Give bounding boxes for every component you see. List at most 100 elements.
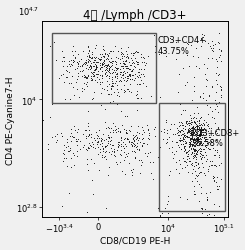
Point [198, 139, 202, 143]
Point [94, 64, 98, 68]
Point [133, 73, 137, 77]
Point [60, 49, 64, 53]
Point [102, 155, 106, 159]
Point [112, 90, 116, 94]
Point [193, 130, 196, 134]
Point [217, 72, 221, 76]
Point [189, 128, 193, 132]
Point [74, 128, 77, 132]
Point [84, 61, 87, 65]
Point [188, 131, 192, 135]
Point [167, 146, 171, 150]
Point [209, 126, 213, 130]
Point [170, 145, 174, 149]
Point [126, 152, 130, 156]
Point [137, 74, 141, 78]
Point [195, 105, 199, 109]
Point [187, 127, 191, 131]
Point [199, 116, 203, 120]
Point [148, 160, 152, 164]
Point [184, 121, 188, 125]
Point [217, 48, 221, 52]
Point [201, 153, 205, 157]
Point [197, 122, 201, 126]
Point [118, 73, 122, 77]
Point [192, 120, 196, 124]
Point [136, 96, 140, 100]
Point [128, 77, 132, 81]
Point [128, 61, 132, 65]
Point [141, 128, 145, 132]
Point [194, 124, 198, 128]
Point [196, 111, 200, 115]
Point [114, 80, 118, 84]
Point [117, 126, 121, 130]
Point [121, 67, 125, 71]
Point [93, 78, 97, 82]
Point [123, 130, 127, 134]
Point [86, 46, 90, 50]
Point [84, 136, 88, 140]
Point [50, 102, 54, 106]
Point [105, 74, 109, 78]
Point [122, 90, 126, 94]
Point [135, 145, 139, 149]
Point [100, 63, 104, 67]
Point [214, 129, 218, 133]
Point [147, 128, 150, 132]
Point [215, 148, 219, 152]
Point [141, 137, 145, 141]
Point [123, 172, 127, 176]
Point [113, 66, 117, 70]
Point [197, 182, 201, 186]
Point [213, 42, 217, 46]
Point [194, 160, 198, 164]
Point [193, 132, 197, 136]
Point [182, 145, 186, 149]
Point [192, 90, 196, 94]
Point [197, 118, 201, 122]
Point [125, 55, 129, 59]
Point [86, 58, 90, 62]
Point [204, 78, 208, 82]
Point [213, 107, 217, 111]
Point [119, 65, 123, 69]
Point [196, 134, 199, 138]
Point [109, 61, 113, 65]
Point [124, 66, 128, 70]
Point [93, 68, 97, 72]
Point [195, 135, 199, 139]
Point [181, 136, 184, 140]
Point [134, 156, 137, 160]
Point [111, 143, 115, 147]
Point [117, 145, 121, 149]
Point [115, 74, 119, 78]
Point [130, 170, 134, 174]
Point [192, 148, 196, 152]
Point [91, 97, 95, 101]
Point [123, 60, 127, 64]
Point [69, 165, 73, 169]
Point [91, 71, 95, 75]
Point [198, 141, 202, 145]
Point [187, 126, 191, 130]
Point [82, 143, 86, 147]
Point [109, 127, 112, 131]
Point [113, 154, 117, 158]
Point [183, 144, 187, 148]
Point [116, 57, 120, 61]
Point [190, 144, 194, 148]
Point [178, 129, 182, 133]
Point [214, 78, 218, 82]
Point [60, 60, 64, 64]
Point [141, 56, 145, 60]
Point [215, 83, 219, 87]
Point [109, 87, 113, 91]
Point [98, 78, 101, 82]
Point [62, 153, 66, 157]
Point [193, 126, 197, 130]
Point [195, 143, 199, 147]
Point [202, 172, 206, 176]
Point [110, 84, 114, 88]
Point [106, 142, 110, 146]
